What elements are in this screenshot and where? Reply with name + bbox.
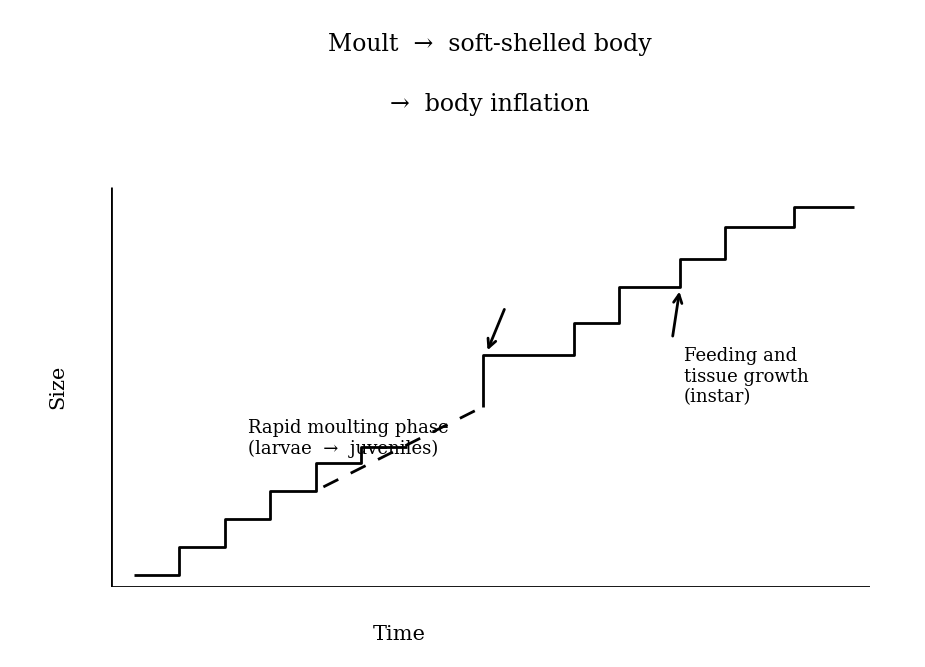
- Text: Feeding and
tissue growth
(instar): Feeding and tissue growth (instar): [684, 347, 808, 406]
- Text: →  body inflation: → body inflation: [390, 93, 590, 116]
- Text: Moult  →  soft-shelled body: Moult → soft-shelled body: [328, 33, 652, 56]
- Text: Rapid moulting phase
(larvae  →  juveniles): Rapid moulting phase (larvae → juveniles…: [248, 419, 448, 458]
- Text: Size: Size: [48, 365, 68, 409]
- Text: Time: Time: [373, 626, 426, 644]
